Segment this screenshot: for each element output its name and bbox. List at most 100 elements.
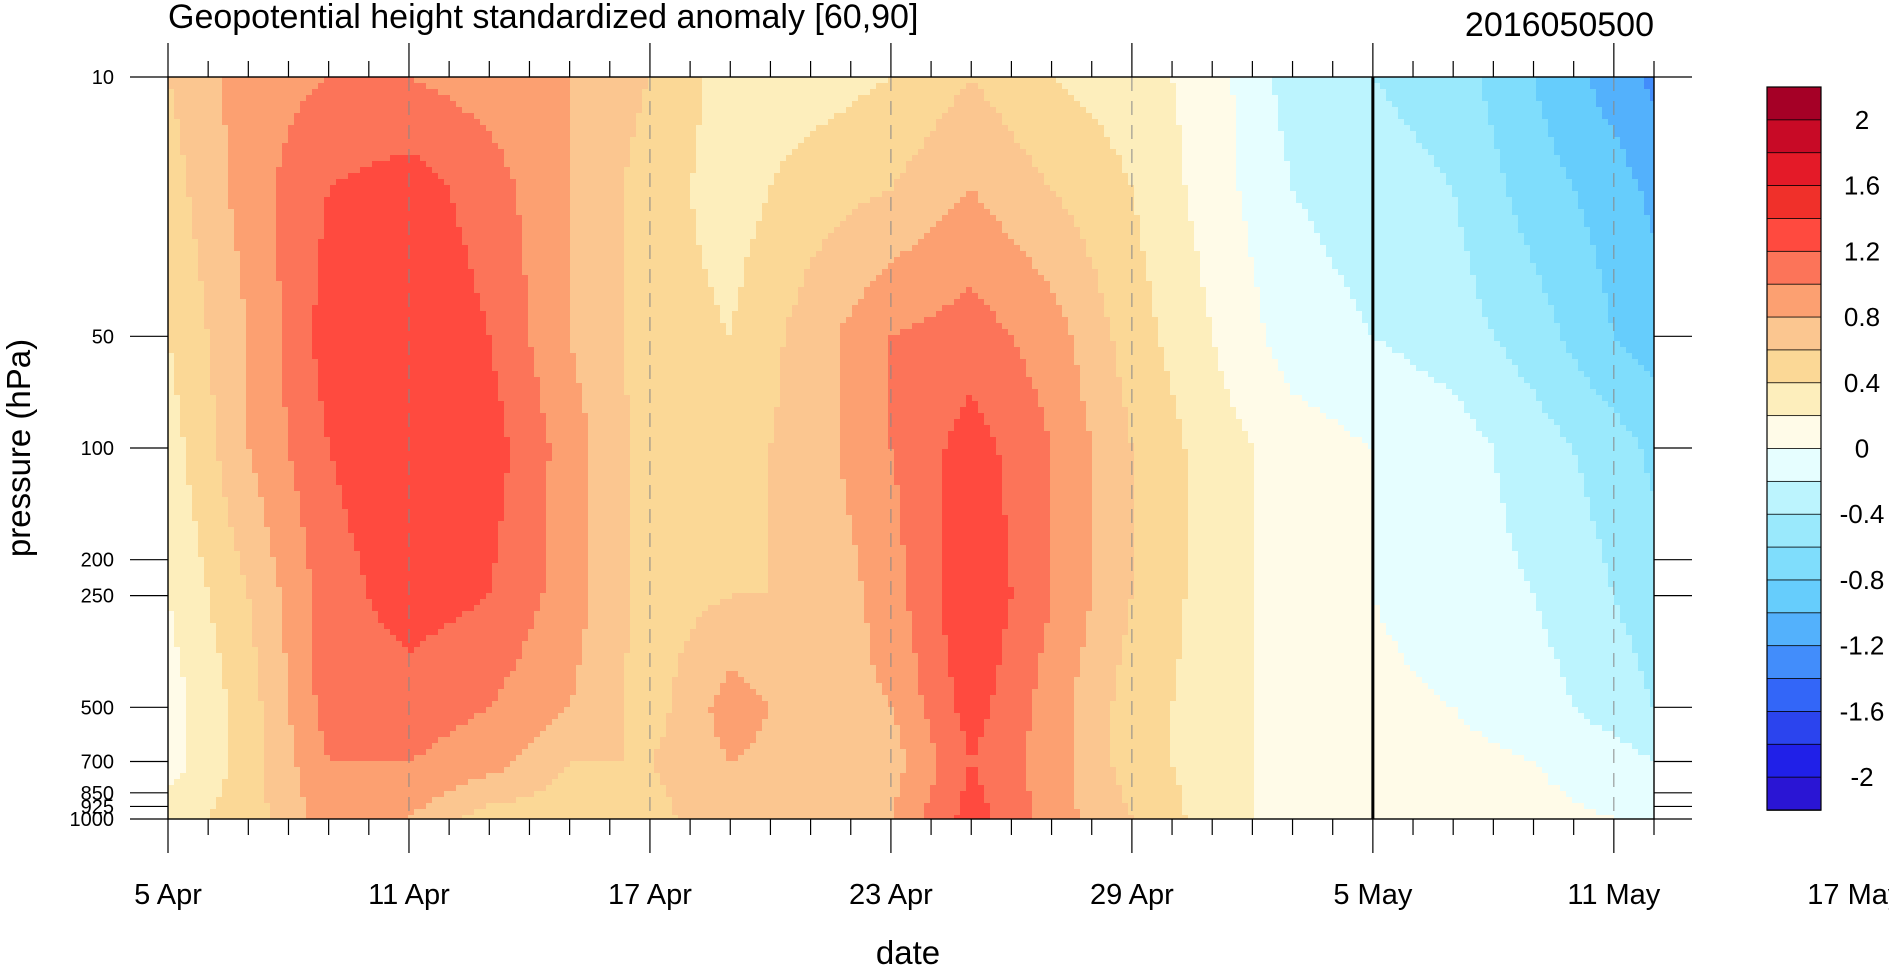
contour-cell: [678, 83, 685, 90]
contour-cell: [1548, 89, 1555, 96]
contour-cell: [492, 155, 499, 162]
contour-cell: [1386, 143, 1393, 150]
contour-cell: [756, 167, 763, 174]
contour-cell: [552, 143, 559, 150]
contour-cell: [576, 101, 583, 108]
contour-cell: [828, 137, 835, 144]
contour-cell: [1596, 191, 1603, 198]
contour-cell: [318, 113, 325, 120]
contour-cell: [1626, 77, 1633, 84]
contour-cell: [294, 143, 301, 150]
contour-cell: [258, 137, 265, 144]
contour-cell: [210, 167, 217, 174]
contour-cell: [1056, 143, 1063, 150]
contour-cell: [1620, 119, 1627, 126]
contour-cell: [912, 131, 919, 138]
contour-cell: [222, 113, 229, 120]
contour-cell: [276, 89, 283, 96]
contour-cell: [498, 173, 505, 180]
contour-cell: [1608, 119, 1615, 126]
contour-cell: [582, 149, 589, 156]
contour-cell: [438, 107, 445, 114]
contour-cell: [876, 179, 883, 186]
contour-cell: [1062, 77, 1069, 84]
contour-cell: [210, 77, 217, 84]
contour-cell: [672, 143, 679, 150]
contour-cell: [402, 107, 409, 114]
contour-cell: [384, 173, 391, 180]
contour-cell: [1428, 185, 1435, 192]
contour-cell: [1566, 155, 1573, 162]
contour-cell: [1434, 155, 1441, 162]
contour-cell: [654, 155, 661, 162]
contour-cell: [1296, 161, 1303, 168]
contour-cell: [936, 179, 943, 186]
contour-cell: [780, 149, 787, 156]
contour-cell: [1308, 185, 1315, 192]
contour-cell: [1578, 167, 1585, 174]
contour-cell: [1422, 149, 1429, 156]
contour-cell: [1428, 143, 1435, 150]
contour-cell: [1320, 179, 1327, 186]
contour-cell: [1524, 95, 1531, 102]
contour-cell: [1410, 95, 1417, 102]
contour-cell: [174, 83, 181, 90]
contour-cell: [1110, 95, 1117, 102]
contour-cell: [648, 95, 655, 102]
contour-cell: [180, 101, 187, 108]
contour-cell: [480, 119, 487, 126]
contour-cell: [978, 185, 985, 192]
contour-cell: [1416, 95, 1423, 102]
contour-cell: [696, 167, 703, 174]
contour-cell: [1086, 185, 1093, 192]
contour-cell: [516, 131, 523, 138]
contour-cell: [1302, 95, 1309, 102]
contour-cell: [546, 191, 553, 198]
contour-cell: [246, 143, 253, 150]
contour-cell: [1404, 167, 1411, 174]
contour-cell: [360, 185, 367, 192]
contour-cell: [918, 185, 925, 192]
contour-cell: [258, 89, 265, 96]
contour-cell: [558, 113, 565, 120]
contour-cell: [1530, 77, 1537, 84]
contour-cell: [720, 161, 727, 168]
contour-cell: [372, 179, 379, 186]
contour-cell: [1152, 161, 1159, 168]
contour-cell: [1332, 107, 1339, 114]
contour-cell: [1416, 125, 1423, 132]
contour-cell: [420, 113, 427, 120]
contour-cell: [780, 185, 787, 192]
contour-cell: [204, 77, 211, 84]
contour-cell: [1374, 149, 1381, 156]
contour-cell: [1176, 89, 1183, 96]
contour-cell: [768, 179, 775, 186]
contour-cell: [792, 173, 799, 180]
contour-cell: [1332, 167, 1339, 174]
contour-cell: [1434, 167, 1441, 174]
contour-cell: [786, 161, 793, 168]
contour-cell: [1122, 167, 1129, 174]
contour-cell: [324, 197, 331, 204]
contour-cell: [1524, 191, 1531, 198]
contour-cell: [1092, 161, 1099, 168]
contour-cell: [1182, 161, 1189, 168]
contour-cell: [774, 137, 781, 144]
contour-cell: [1224, 119, 1231, 126]
contour-cell: [684, 107, 691, 114]
contour-cell: [1362, 167, 1369, 174]
contour-cell: [408, 83, 415, 90]
contour-cell: [804, 185, 811, 192]
contour-cell: [1224, 167, 1231, 174]
contour-cell: [1296, 179, 1303, 186]
contour-cell: [1416, 149, 1423, 156]
contour-cell: [216, 143, 223, 150]
contour-cell: [948, 125, 955, 132]
contour-cell: [1230, 83, 1237, 90]
contour-cell: [1524, 77, 1531, 84]
contour-cell: [978, 191, 985, 198]
contour-cell: [1344, 143, 1351, 150]
contour-cell: [528, 107, 535, 114]
contour-cell: [1272, 161, 1279, 168]
contour-cell: [858, 101, 865, 108]
